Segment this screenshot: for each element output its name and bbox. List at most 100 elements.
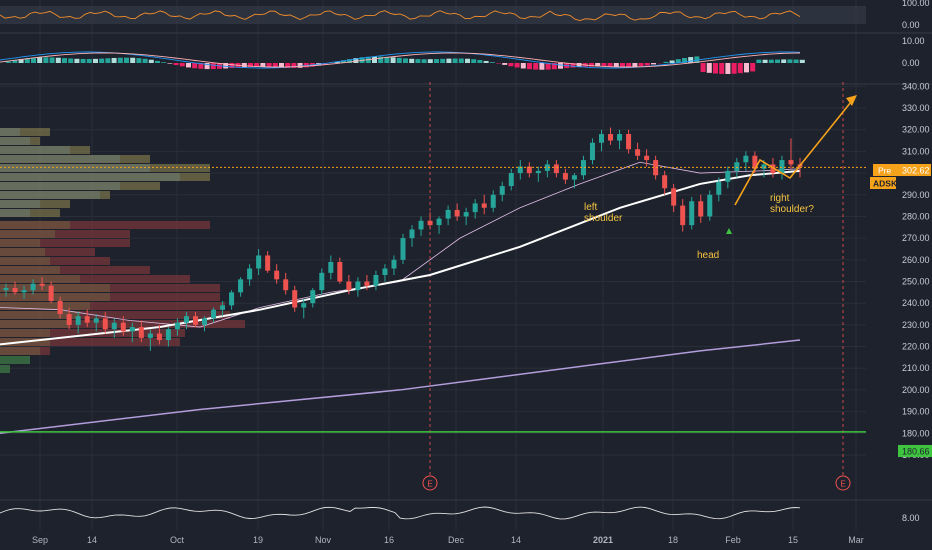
candle-body xyxy=(463,212,469,217)
candle-body xyxy=(454,209,460,217)
macd-bar xyxy=(18,59,24,63)
macd-bar xyxy=(142,58,148,63)
volume-profile-bar-outer xyxy=(0,311,230,319)
price-tick: 280.00 xyxy=(902,211,930,221)
symbol-tag-bg xyxy=(870,177,896,189)
sma200-line xyxy=(0,339,801,435)
rsi-line xyxy=(0,10,801,21)
volume-profile-bar-outer xyxy=(0,191,110,199)
macd-bar xyxy=(483,60,489,63)
macd-bar xyxy=(62,58,67,63)
macd-bar xyxy=(124,57,129,63)
macd-bar xyxy=(527,63,532,70)
macd-panel xyxy=(0,51,805,74)
candle-body xyxy=(662,175,668,189)
price-tick: 230.00 xyxy=(902,320,930,330)
earnings-marker-1[interactable]: E xyxy=(422,475,438,491)
candle-body xyxy=(698,201,704,217)
volume-profile-bar-outer xyxy=(0,302,225,310)
macd-bar xyxy=(644,63,650,66)
candle-body xyxy=(93,318,99,323)
macd-bar xyxy=(434,59,439,63)
volume-profile-bar-outer xyxy=(0,164,210,172)
candle-body xyxy=(382,268,388,275)
candle-body xyxy=(418,220,424,230)
macd-bar xyxy=(285,63,291,68)
candle-body xyxy=(301,303,307,308)
macd-bar xyxy=(626,63,632,68)
macd-bar xyxy=(86,59,92,63)
candle-body xyxy=(752,155,758,169)
symbol-tag: ADSK xyxy=(870,177,898,189)
macd-tick-0: 0.00 xyxy=(902,58,920,68)
sma50-line xyxy=(0,169,801,346)
macd-bar xyxy=(613,63,619,67)
candle-body xyxy=(202,318,207,325)
candle-body xyxy=(481,203,487,208)
macd-bar xyxy=(266,63,272,68)
symbol-label: ADSK xyxy=(873,179,898,189)
macd-bar xyxy=(663,61,669,63)
price-tick: 240.00 xyxy=(902,298,930,308)
candle-body xyxy=(526,166,532,174)
candle-body xyxy=(562,173,568,180)
macd-bar xyxy=(297,63,303,68)
macd-bar xyxy=(762,59,768,63)
candle-body xyxy=(129,327,135,332)
macd-bar xyxy=(458,58,464,63)
macd-bar xyxy=(24,58,30,63)
macd-bar xyxy=(167,63,173,64)
macd-bar xyxy=(334,61,340,63)
candle-body xyxy=(427,220,433,226)
macd-bar xyxy=(793,59,799,63)
macd-bar xyxy=(477,59,483,63)
macd-bar xyxy=(223,63,229,69)
candle-body xyxy=(409,229,415,239)
earnings-label-1: E xyxy=(427,480,432,489)
pre-price-tag: Pre 302.62 xyxy=(873,164,931,176)
macd-bar xyxy=(589,63,594,67)
macd-bar xyxy=(465,58,470,63)
macd-bar xyxy=(204,63,210,70)
candle-body xyxy=(589,142,595,161)
rsi-tick-100: 100.00 xyxy=(902,0,930,8)
volume-profile-bar-outer xyxy=(0,329,185,337)
price-tick: 200.00 xyxy=(902,385,930,395)
candle-body xyxy=(3,288,9,291)
candle-body xyxy=(147,333,153,338)
macd-bar xyxy=(353,58,359,63)
rsi-panel xyxy=(0,6,866,24)
macd-bar xyxy=(725,63,731,74)
macd-bar xyxy=(651,63,656,65)
time-tick: Feb xyxy=(725,535,741,545)
earnings-marker-2[interactable]: E xyxy=(835,475,851,491)
volume-profile-bar-outer xyxy=(0,284,220,292)
candle-body xyxy=(292,290,298,308)
macd-bar xyxy=(520,63,526,69)
macd-bar xyxy=(799,59,805,63)
time-tick: 19 xyxy=(253,535,263,545)
candle-body xyxy=(779,160,785,174)
volume-profile-bar-outer xyxy=(0,230,130,238)
macd-bar xyxy=(148,59,154,63)
macd-bar xyxy=(68,58,74,63)
candle-body xyxy=(599,134,604,143)
macd-bar xyxy=(161,62,167,63)
candle-body xyxy=(436,218,442,226)
macd-bar xyxy=(632,63,638,67)
volume-profile-bar-outer xyxy=(0,155,150,163)
macd-bar xyxy=(421,59,427,63)
rsi-band xyxy=(0,6,866,24)
candle-body xyxy=(238,279,244,293)
candle-body xyxy=(517,166,523,174)
volume-profile-bar-outer xyxy=(0,137,40,145)
macd-bar xyxy=(452,58,458,63)
candle-body xyxy=(644,155,650,161)
candle-body xyxy=(499,186,505,195)
candle-body xyxy=(30,283,36,291)
time-tick: Sep xyxy=(32,535,48,545)
volume-profile-bar xyxy=(0,356,30,364)
macd-bar xyxy=(49,57,55,63)
macd-bar xyxy=(409,58,415,63)
